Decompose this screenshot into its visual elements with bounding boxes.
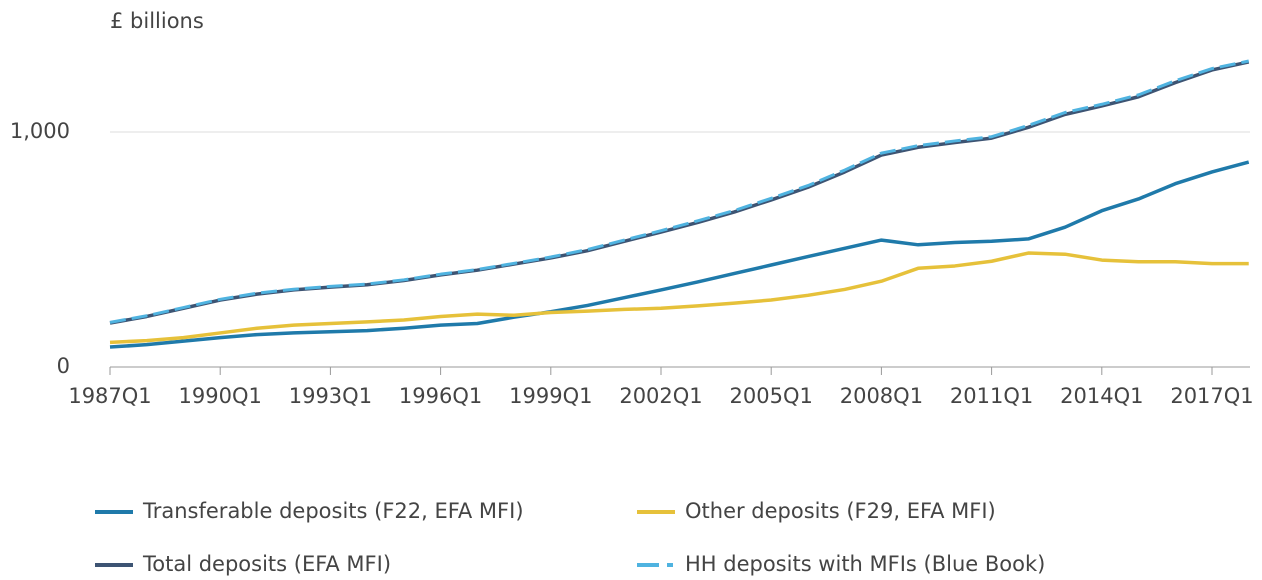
x-tick-label: 1987Q1 [68,384,151,408]
x-tick-label: 2002Q1 [619,384,702,408]
series-line [109,59,1250,324]
series-line [109,60,1250,325]
x-tick-label: 2014Q1 [1060,384,1143,408]
x-tick-label: 2008Q1 [840,384,923,408]
series-line [109,160,1250,349]
y-tick-label: 0 [57,354,70,378]
legend-label: Transferable deposits (F22, EFA MFI) [142,499,524,523]
x-tick-label: 1990Q1 [179,384,262,408]
x-tick-label: 1996Q1 [399,384,482,408]
x-tick-label: 1993Q1 [289,384,372,408]
y-axis-label: £ billions [110,9,204,33]
x-tick-label: 2005Q1 [730,384,813,408]
legend-label: Total deposits (EFA MFI) [142,552,391,576]
y-tick-label: 1,000 [10,119,70,143]
x-tick-label: 2011Q1 [950,384,1033,408]
legend-label: HH deposits with MFIs (Blue Book) [685,552,1045,576]
x-tick-label: 2017Q1 [1170,384,1253,408]
x-tick-label: 1999Q1 [509,384,592,408]
series-line [109,251,1249,345]
legend-label: Other deposits (F29, EFA MFI) [685,499,996,523]
